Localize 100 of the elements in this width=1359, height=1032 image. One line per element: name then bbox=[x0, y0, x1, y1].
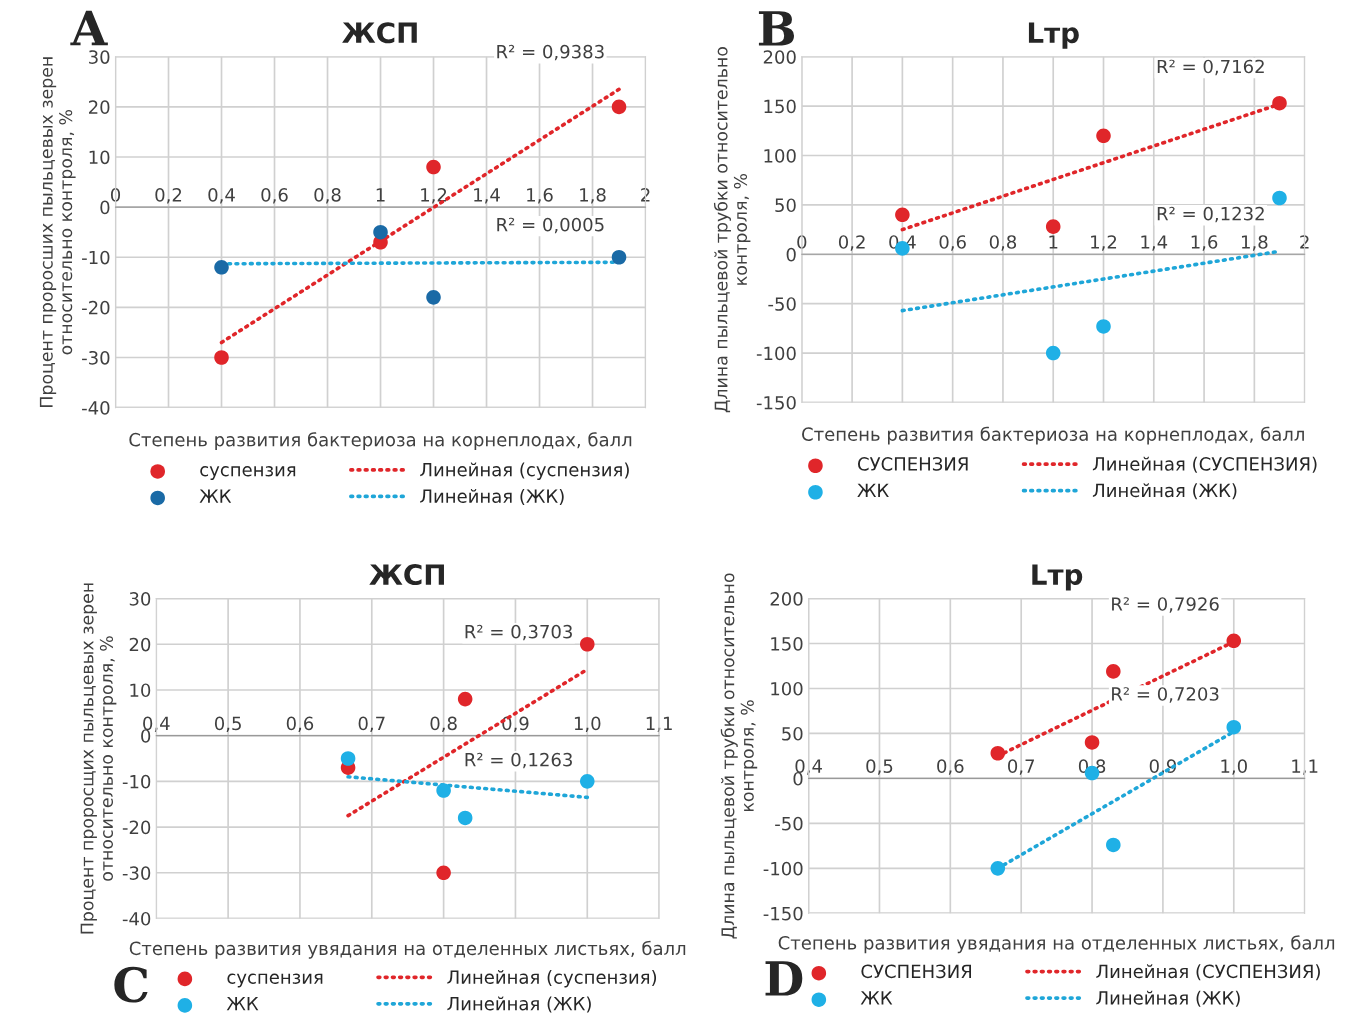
y-tick-label: 20 bbox=[129, 637, 151, 652]
x-tick-label: 1,8 bbox=[1241, 235, 1268, 251]
y-tick-label: -100 bbox=[756, 346, 796, 361]
chart-title: ЖСП bbox=[342, 22, 417, 44]
point bbox=[1106, 664, 1121, 679]
x-axis-title: Степень развития бактериоза на корнеплодах, балл bbox=[802, 426, 1304, 445]
x-tick-label: 1,4 bbox=[1141, 235, 1168, 251]
x-tick-label: 0,7 bbox=[1008, 759, 1035, 775]
legend-label: Линейная (ЖК) bbox=[1092, 483, 1237, 500]
x-tick-label: 0,5 bbox=[866, 759, 893, 775]
point bbox=[340, 751, 356, 766]
x-tick-label: 0,6 bbox=[939, 235, 966, 251]
y-tick-label: 200 bbox=[770, 592, 803, 606]
y-tick-label: -10 bbox=[122, 774, 151, 789]
x-axis-title: Степень развития бактериоза на корнеплодах, балл bbox=[129, 432, 632, 450]
x-tick-label: 1,6 bbox=[527, 188, 553, 204]
legend-label: ЖК bbox=[860, 991, 893, 1005]
x-tick-label: 1,2 bbox=[421, 188, 447, 204]
x-tick-label: 0,7 bbox=[358, 716, 385, 733]
point bbox=[457, 691, 473, 707]
y-tick-label: 30 bbox=[129, 592, 151, 606]
point bbox=[1084, 735, 1100, 750]
y-tick-label: 50 bbox=[782, 726, 803, 741]
y-tick-label: 0 bbox=[100, 200, 110, 215]
y-axis-title: Длина пыльцевой трубки относительно контроля, % bbox=[713, 47, 751, 413]
x-tick-label: 0,8 bbox=[430, 716, 457, 733]
x-tick-label: 0,6 bbox=[286, 716, 314, 733]
point bbox=[990, 861, 1006, 876]
legend-label: ЖК bbox=[857, 483, 889, 497]
x-tick-label: 0,8 bbox=[314, 188, 341, 204]
y-tick-label: -100 bbox=[763, 861, 803, 876]
legend-label: ЖК bbox=[199, 489, 232, 503]
text: C bbox=[114, 966, 148, 1003]
x-tick-label: 1,1 bbox=[646, 716, 672, 733]
y-tick-label: 10 bbox=[130, 683, 151, 698]
annotation: R² = 0,9383 bbox=[497, 44, 604, 61]
y-tick-label: -150 bbox=[763, 906, 803, 921]
y-tick-label: 30 bbox=[89, 50, 110, 64]
x-tick-label: 0,2 bbox=[838, 235, 865, 251]
x-tick-label: 0,4 bbox=[208, 188, 235, 204]
x-tick-label: 1 bbox=[376, 188, 385, 202]
x-tick-label: 0,6 bbox=[937, 759, 964, 775]
point bbox=[457, 810, 473, 826]
legend-label: суспензия bbox=[200, 466, 296, 480]
y-tick-label: 150 bbox=[771, 636, 803, 651]
y-tick-label: -30 bbox=[82, 350, 110, 365]
y-tick-label: -30 bbox=[122, 866, 151, 880]
y-tick-label: 100 bbox=[771, 681, 803, 696]
annotation: R² = 0,1263 bbox=[465, 752, 572, 769]
point bbox=[895, 207, 910, 223]
point bbox=[1106, 837, 1121, 853]
x-tick-label: 2 bbox=[1300, 235, 1309, 249]
point bbox=[426, 159, 441, 175]
point bbox=[580, 774, 595, 789]
y-tick-label: -40 bbox=[122, 911, 151, 926]
y-tick-label: -20 bbox=[122, 820, 151, 835]
annotation: R² = 0,7926 bbox=[1112, 597, 1219, 613]
point bbox=[1226, 633, 1242, 649]
legend-label: СУСПЕНЗИЯ bbox=[861, 964, 971, 979]
y-axis-title: Длина пыльцевой трубки относительно контроля, % bbox=[720, 573, 758, 939]
y-tick-label: 150 bbox=[764, 99, 796, 114]
point bbox=[1045, 345, 1061, 361]
y-tick-label: 100 bbox=[764, 149, 796, 163]
legend-label: ЖК bbox=[226, 996, 259, 1011]
x-tick-label: 1,6 bbox=[1191, 235, 1218, 251]
point bbox=[436, 783, 451, 798]
point bbox=[580, 636, 595, 652]
annotation: R² = 0,3703 bbox=[465, 624, 572, 641]
y-tick-label: 10 bbox=[89, 150, 110, 165]
x-axis-title: Степень развития увядания на отделенных листьях, балл bbox=[778, 935, 1335, 954]
y-tick-label: -50 bbox=[768, 297, 796, 311]
point bbox=[436, 865, 451, 881]
x-tick-label: 1,1 bbox=[1292, 759, 1318, 775]
annotation: R² = 0,7203 bbox=[1112, 687, 1219, 703]
x-tick-label: 1 bbox=[1049, 235, 1058, 249]
legend-label: Линейная (СУСПЕНЗИЯ) bbox=[1096, 964, 1320, 981]
y-tick-label: 0 bbox=[786, 247, 796, 262]
point bbox=[611, 249, 627, 265]
point bbox=[1272, 190, 1287, 206]
annotation: R² = 0,7162 bbox=[1157, 59, 1264, 76]
y-axis-title: Процент проросших пыльцевых зерен относительно контроля, % bbox=[39, 57, 76, 407]
x-tick-label: 1,2 bbox=[1091, 235, 1117, 251]
legend-label: Линейная (ЖК) bbox=[420, 489, 564, 506]
y-tick-label: -50 bbox=[775, 816, 803, 831]
point bbox=[990, 745, 1006, 761]
chart-title: Lтр bbox=[1028, 22, 1079, 49]
text: B bbox=[758, 11, 795, 46]
x-axis-title: Степень развития увядания на отделенных листьях, балл bbox=[129, 940, 686, 959]
y-tick-label: 200 bbox=[763, 50, 796, 64]
y-axis-title: Процент пророcщих пыльцевых зерен относительно контроля, % bbox=[80, 583, 117, 934]
y-tick-label: -40 bbox=[82, 401, 110, 415]
chart-title: ЖСП bbox=[369, 564, 444, 586]
annotation: R² = 0,0005 bbox=[497, 217, 604, 234]
x-tick-label: 1,0 bbox=[1221, 759, 1247, 775]
point bbox=[214, 350, 229, 365]
text: A bbox=[70, 10, 108, 46]
y-tick-label: -20 bbox=[82, 300, 110, 315]
legend-label: Линейная (ЖК) bbox=[447, 996, 591, 1013]
y-tick-label: -10 bbox=[82, 250, 110, 265]
x-tick-label: 0,8 bbox=[989, 235, 1017, 251]
